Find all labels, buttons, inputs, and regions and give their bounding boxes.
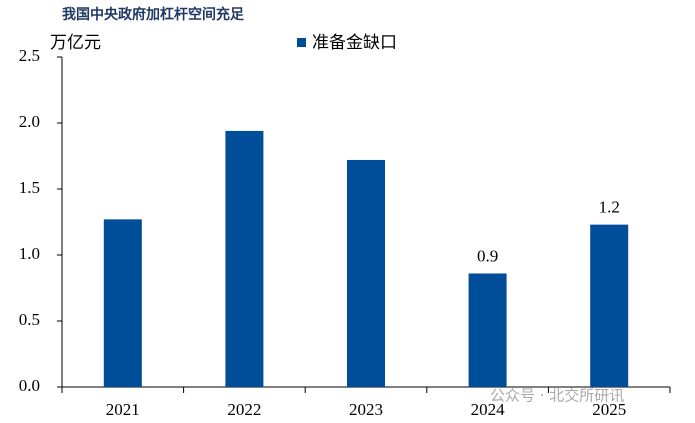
bar — [590, 224, 629, 387]
chart-title: 我国中央政府加杠杆空间充足 — [62, 6, 245, 23]
bar — [347, 159, 385, 387]
legend-label: 准备金缺口 — [312, 33, 397, 52]
x-tick-label: 2025 — [592, 400, 626, 419]
y-tick-label: 2.5 — [19, 46, 40, 65]
y-tick-label: 2.0 — [19, 112, 40, 131]
y-axis-label: 万亿元 — [50, 33, 101, 52]
bar — [103, 219, 142, 387]
x-tick-label: 2024 — [471, 400, 506, 419]
y-tick-label: 1.0 — [19, 244, 40, 263]
data-label: 0.9 — [477, 246, 498, 265]
x-tick-label: 2022 — [227, 400, 261, 419]
data-label: 1.2 — [599, 198, 620, 217]
x-tick-label: 2023 — [349, 400, 383, 419]
bar — [225, 130, 264, 388]
x-tick-label: 2021 — [106, 400, 140, 419]
y-tick-label: 0.0 — [19, 376, 40, 395]
legend-swatch — [297, 38, 306, 47]
bar — [468, 273, 507, 387]
watermark: 公众号 · 北交所研讯 — [490, 387, 624, 405]
y-tick-label: 0.5 — [19, 310, 40, 329]
y-tick-label: 1.5 — [19, 178, 40, 197]
